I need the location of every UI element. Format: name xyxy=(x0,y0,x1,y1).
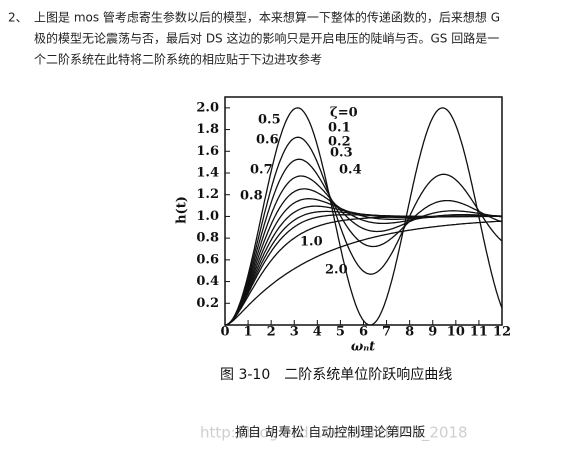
curve-label: 2.0 xyxy=(325,263,348,278)
response-curve xyxy=(224,188,502,326)
y-tick-label: 1.4 xyxy=(196,166,219,181)
x-tick-label: 8 xyxy=(405,325,414,340)
response-curve xyxy=(224,220,503,326)
x-axis-label: ωₙt xyxy=(351,340,375,355)
paragraph-line: 个二阶系统在此特将二阶系统的相应贴于下边进攻参考 xyxy=(34,52,322,67)
x-tick-label: 5 xyxy=(336,325,345,340)
x-tick-label: 2 xyxy=(267,325,276,340)
curve-label: 0.4 xyxy=(339,163,362,178)
x-tick-label: 12 xyxy=(493,325,511,340)
curve-label: 0.6 xyxy=(256,133,279,148)
response-curve xyxy=(224,215,502,326)
y-tick-label: 2.0 xyxy=(196,100,219,115)
x-tick-label: 4 xyxy=(313,325,322,340)
y-tick-label: 1.8 xyxy=(196,122,219,137)
curve-label: 0.1 xyxy=(328,121,351,136)
x-tick-label: 10 xyxy=(447,325,465,340)
y-tick-label: 1.2 xyxy=(196,187,219,202)
x-tick-label: 11 xyxy=(470,325,488,340)
response-curve xyxy=(224,136,503,326)
curve-label: 0.8 xyxy=(240,189,263,204)
y-axis-label: h(t) xyxy=(175,196,190,224)
curve-label: 1.0 xyxy=(300,235,323,250)
y-tick-label: 0.8 xyxy=(196,231,219,246)
y-tick-label: 1.6 xyxy=(196,144,219,159)
x-tick-label: 9 xyxy=(428,325,437,340)
x-tick-label: 0 xyxy=(220,325,229,340)
x-tick-label: 1 xyxy=(244,325,253,340)
y-tick-label: 0.2 xyxy=(196,296,219,311)
figure-caption: 图 3-10 二阶系统单位阶跃响应曲线 xyxy=(220,366,452,383)
curve-label: ζ=0 xyxy=(330,106,358,121)
y-tick-label: 0.4 xyxy=(196,274,219,289)
y-tick-label: 1.0 xyxy=(196,209,219,224)
response-curve xyxy=(224,175,503,326)
curve-label: 0.2 xyxy=(328,135,351,150)
curve-label: 0.5 xyxy=(258,113,281,128)
curve-label: 0.3 xyxy=(330,146,353,161)
paragraph-line: 极的模型无论震荡与否，最后对 DS 这边的影响只是开启电压的陡峭与否。GS 回路… xyxy=(34,31,499,46)
y-tick-label: 0.6 xyxy=(196,252,219,267)
curve-label: 0.7 xyxy=(250,163,273,178)
paragraph-line: 上图是 mos 管考虑寄生参数以后的模型，本来想算一下整体的传递函数的，后来想想… xyxy=(34,10,500,25)
x-tick-label: 6 xyxy=(359,325,368,340)
x-tick-label: 7 xyxy=(382,325,391,340)
response-curve xyxy=(224,107,503,326)
response-curve xyxy=(224,158,503,326)
item-number: 2、 xyxy=(8,11,28,25)
watermark: http://blog.csdn.net/M32F103_2018 xyxy=(200,424,468,443)
response-curve xyxy=(224,214,502,326)
x-tick-label: 3 xyxy=(290,325,299,340)
source-note: 摘自 胡寿松 自动控制理论第四版 xyxy=(235,425,425,441)
